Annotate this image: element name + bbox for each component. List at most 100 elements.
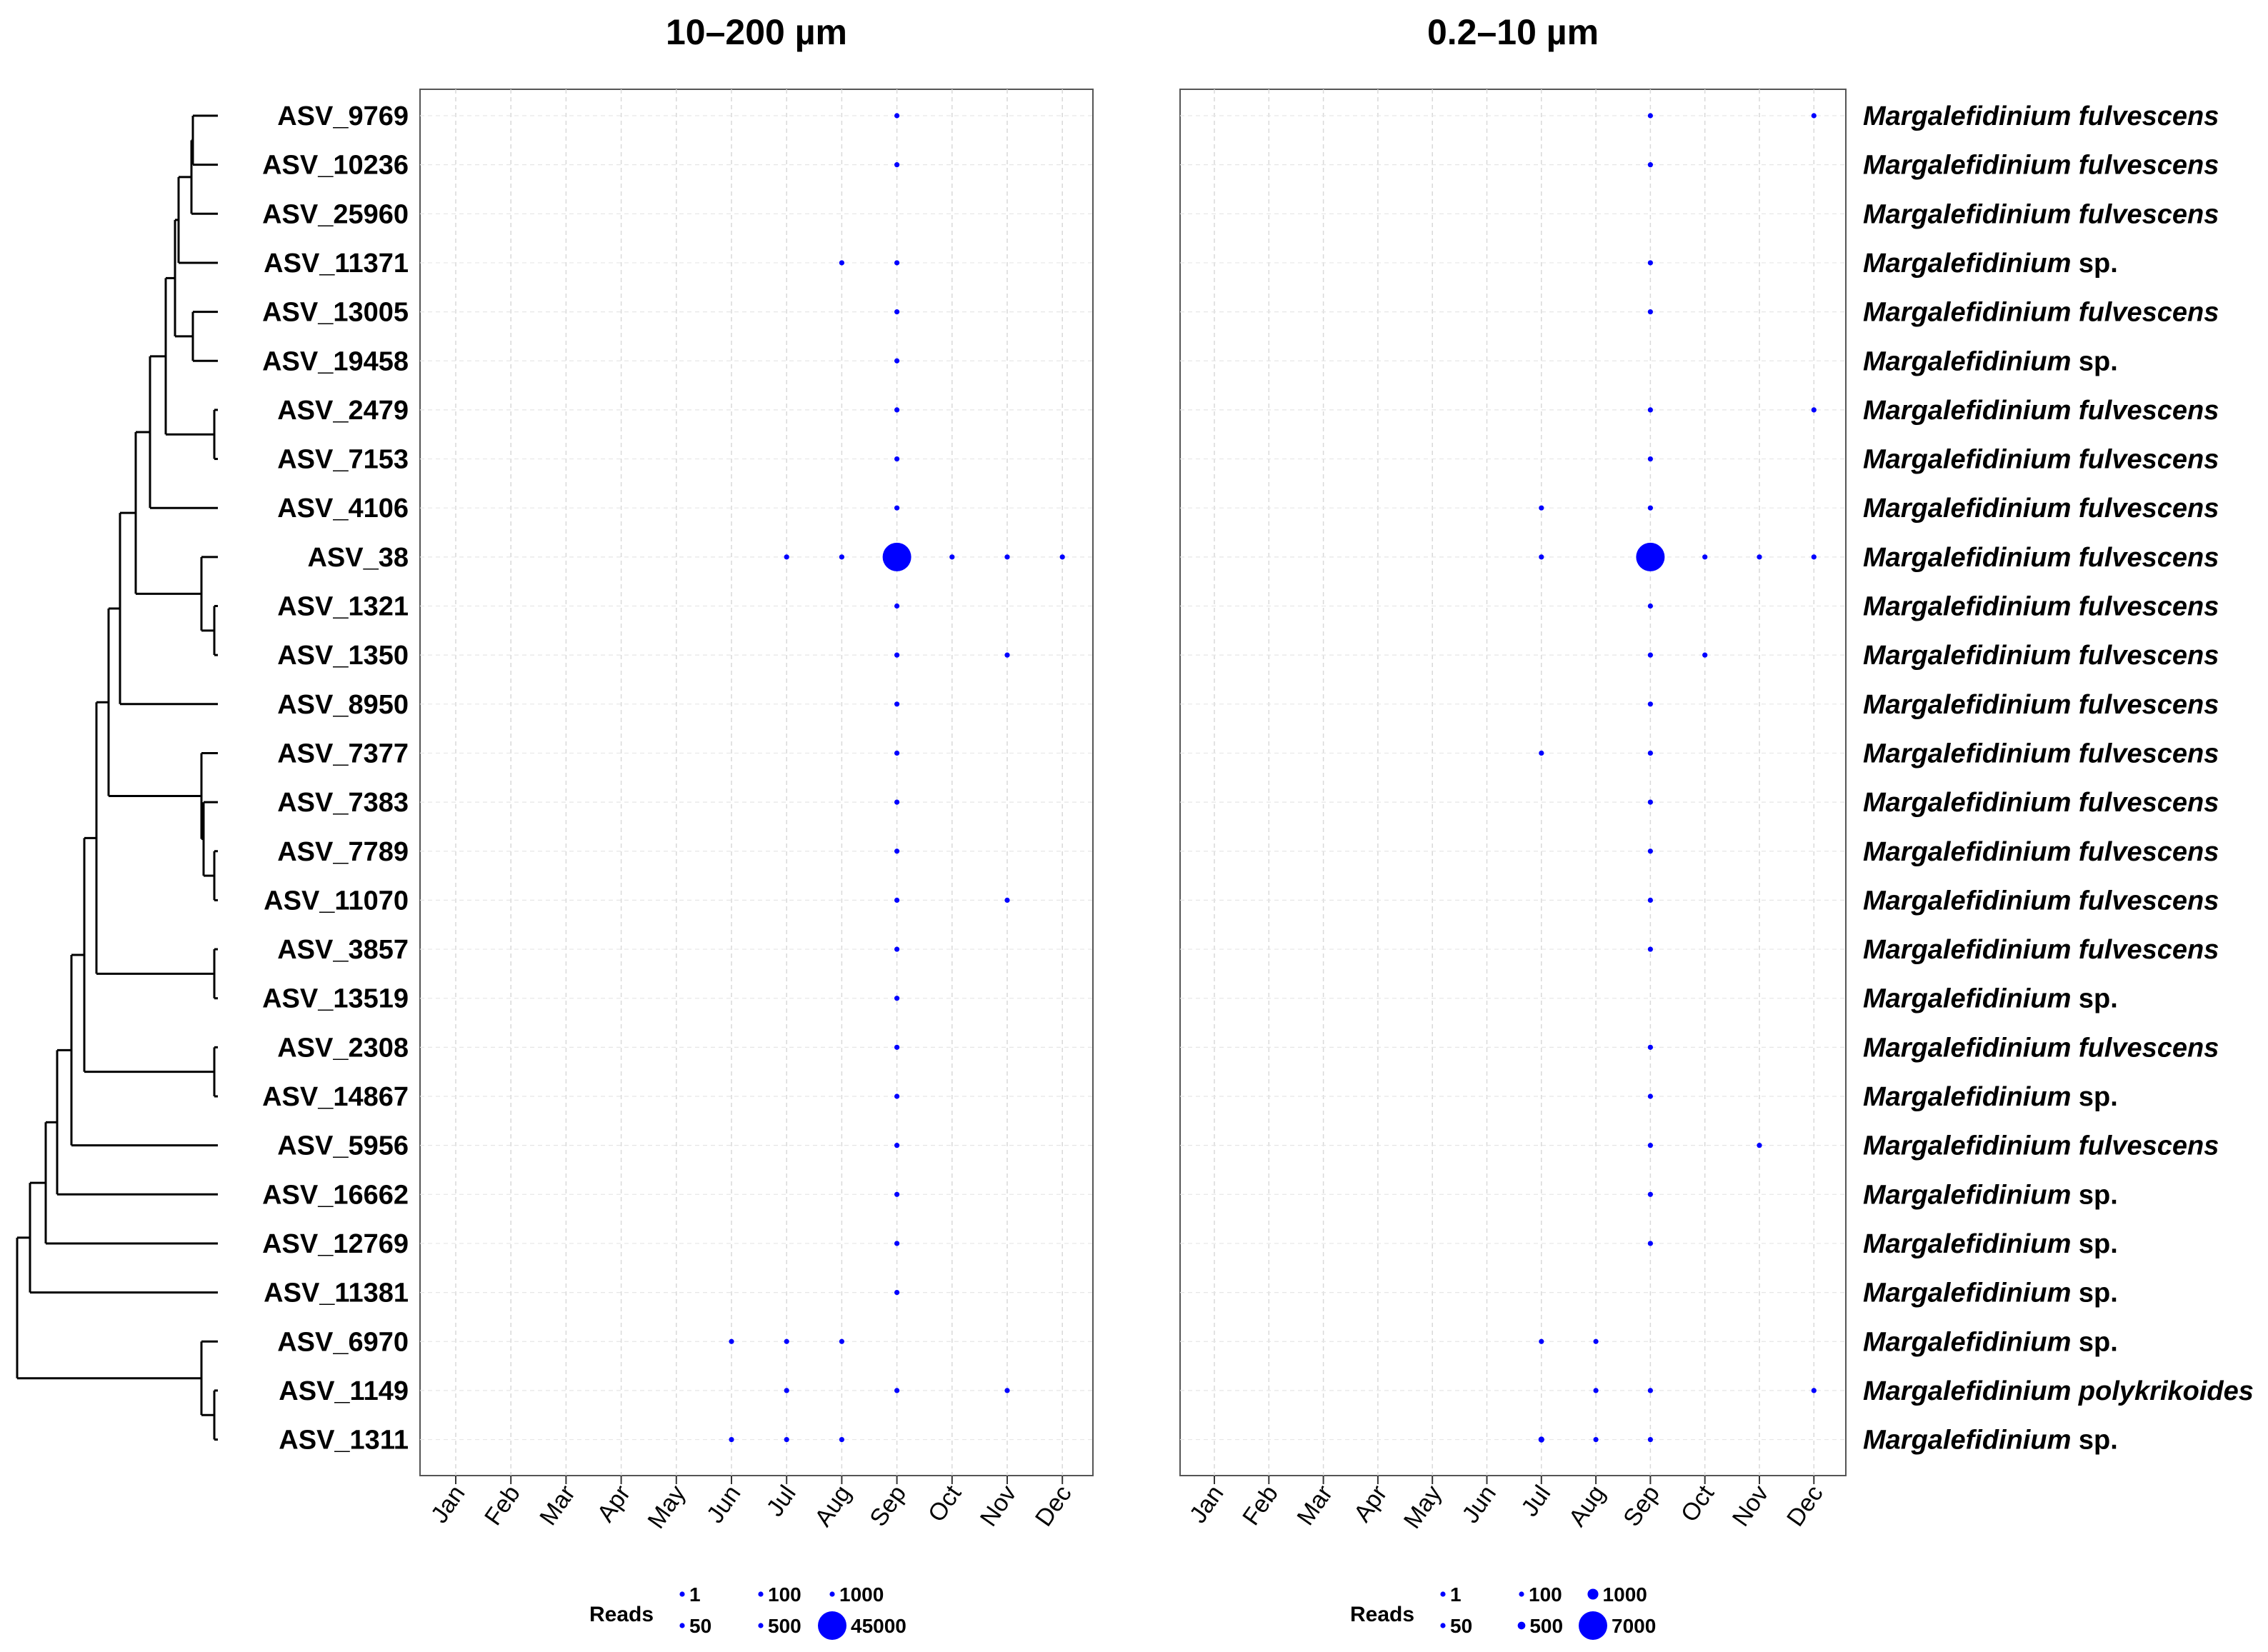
- x-tick-label-oct: Oct: [923, 1480, 967, 1527]
- legend-dot-1000: [1587, 1588, 1599, 1600]
- x-tick-label-may: May: [642, 1481, 691, 1533]
- x-tick-label-mar: Mar: [1292, 1481, 1338, 1531]
- dot-asv-7377-sep: [894, 750, 900, 756]
- asv-label-asv-7383: ASV_7383: [277, 788, 409, 818]
- legend-dot-50: [1440, 1623, 1446, 1628]
- x-tick-label-aug: Aug: [1564, 1481, 1611, 1531]
- taxon-label-4: Margalefidinium sp.: [1863, 249, 2118, 279]
- legend-dot-7000: [1579, 1611, 1607, 1640]
- legend-label-1000: 1000: [839, 1583, 884, 1606]
- legend-title: Reads: [1350, 1603, 1414, 1626]
- legend-dot-500: [1517, 1621, 1526, 1630]
- dot-asv-12769-sep: [1647, 1241, 1653, 1246]
- dot-asv-7153-sep: [894, 456, 900, 462]
- asv-label-asv-19458: ASV_19458: [262, 346, 409, 376]
- dot-asv-13519-sep: [894, 996, 900, 1001]
- x-tick-label-jan: Jan: [1184, 1481, 1229, 1528]
- taxon-label-14: Margalefidinium fulvescens: [1863, 739, 2219, 769]
- dot-asv-11371-aug: [839, 260, 844, 266]
- asv-label-asv-7377: ASV_7377: [277, 739, 409, 769]
- x-tick-label-jan: Jan: [426, 1481, 471, 1528]
- dot-asv-5956-nov: [1757, 1143, 1762, 1148]
- dot-asv-11070-sep: [1647, 897, 1653, 903]
- dot-asv-1350-oct: [1702, 652, 1708, 658]
- dot-asv-1149-dec: [1811, 1388, 1817, 1393]
- legend-label-50: 50: [1450, 1615, 1472, 1637]
- dot-asv-1311-jul: [784, 1436, 789, 1443]
- asv-label-column: ASV_9769 ASV_10236 ASV_25960 ASV_11371 ASV_1…: [262, 101, 409, 1456]
- dot-asv-6970-jul: [784, 1338, 789, 1344]
- taxon-label-5: Margalefidinium fulvescens: [1863, 298, 2219, 328]
- dot-asv-1149-jul: [784, 1388, 789, 1393]
- legend-label-100: 100: [1529, 1583, 1562, 1606]
- dot-asv-1149-aug: [1593, 1388, 1599, 1393]
- dot-asv-7153-sep: [1647, 456, 1653, 462]
- taxon-label-28: Margalefidinium sp.: [1863, 1426, 2118, 1456]
- dot-asv-14867-sep: [1647, 1093, 1653, 1099]
- dot-asv-38-oct: [1702, 554, 1708, 560]
- x-tick-label-sep: Sep: [864, 1481, 911, 1531]
- taxon-label-26: Margalefidinium sp.: [1863, 1327, 2118, 1357]
- asv-label-asv-8950: ASV_8950: [277, 690, 409, 720]
- panel-title: 0.2–10 µm: [1427, 12, 1599, 52]
- asv-label-asv-9769: ASV_9769: [277, 101, 409, 131]
- dot-asv-7383-sep: [1647, 799, 1653, 805]
- taxon-label-19: Margalefidinium sp.: [1863, 984, 2118, 1014]
- dot-asv-16662-sep: [894, 1191, 900, 1197]
- legend-dot-50: [679, 1623, 685, 1628]
- dot-asv-19458-sep: [894, 358, 900, 364]
- dot-asv-4106-sep: [1647, 505, 1653, 511]
- asv-label-asv-2479: ASV_2479: [277, 396, 409, 426]
- x-tick-label-nov: Nov: [975, 1481, 1022, 1531]
- dot-asv-11371-sep: [894, 260, 900, 266]
- dot-asv-1149-sep: [894, 1388, 900, 1393]
- dot-asv-38-jul: [1539, 554, 1544, 560]
- taxon-label-22: Margalefidinium fulvescens: [1863, 1131, 2219, 1161]
- dot-asv-8950-sep: [1647, 701, 1653, 707]
- dot-asv-7789-sep: [1647, 848, 1653, 854]
- phylogenetic-tree: [16, 114, 218, 1441]
- dot-asv-11070-nov: [1004, 897, 1010, 903]
- dot-asv-2479-sep: [894, 407, 900, 413]
- asv-label-asv-2308: ASV_2308: [277, 1033, 409, 1063]
- x-tick-label-feb: Feb: [1237, 1481, 1284, 1531]
- dot-asv-6970-jun: [729, 1338, 734, 1344]
- legend-label-1: 1: [1450, 1583, 1462, 1606]
- dot-asv-4106-jul: [1539, 505, 1544, 511]
- legend-dot-100: [758, 1591, 764, 1597]
- x-tick-label-jun: Jun: [701, 1481, 746, 1528]
- dot-asv-38-sep: [882, 542, 911, 571]
- asv-label-asv-13519: ASV_13519: [262, 984, 409, 1014]
- asv-label-asv-6970: ASV_6970: [277, 1327, 409, 1357]
- dot-asv-9769-sep: [1647, 113, 1653, 119]
- taxon-label-1: Margalefidinium fulvescens: [1863, 101, 2219, 131]
- dot-asv-7383-sep: [894, 799, 900, 805]
- dot-asv-2308-sep: [1647, 1044, 1653, 1050]
- dot-asv-1321-sep: [894, 603, 900, 609]
- dot-asv-13005-sep: [1647, 309, 1653, 315]
- asv-label-asv-25960: ASV_25960: [262, 199, 409, 229]
- dot-asv-8950-sep: [894, 701, 900, 707]
- asv-label-asv-10236: ASV_10236: [262, 151, 409, 181]
- legend-dot-45000: [818, 1611, 846, 1640]
- asv-label-asv-38: ASV_38: [307, 543, 409, 573]
- dot-asv-10236-sep: [894, 162, 900, 168]
- legend-label-1: 1: [689, 1583, 701, 1606]
- taxon-label-8: Margalefidinium fulvescens: [1863, 445, 2219, 475]
- taxon-label-18: Margalefidinium fulvescens: [1863, 935, 2219, 965]
- taxon-label-15: Margalefidinium fulvescens: [1863, 788, 2219, 818]
- asv-label-asv-14867: ASV_14867: [262, 1082, 409, 1112]
- x-tick-label-apr: Apr: [1349, 1481, 1392, 1527]
- dot-asv-1311-sep: [1647, 1436, 1653, 1443]
- taxon-label-17: Margalefidinium fulvescens: [1863, 886, 2219, 916]
- legend-dot-500: [758, 1623, 764, 1628]
- taxon-label-24: Margalefidinium sp.: [1863, 1229, 2118, 1259]
- taxon-label-21: Margalefidinium sp.: [1863, 1082, 2118, 1112]
- legend-title: Reads: [589, 1603, 654, 1626]
- dot-asv-7789-sep: [894, 848, 900, 854]
- dot-asv-2308-sep: [894, 1044, 900, 1050]
- taxon-label-2: Margalefidinium fulvescens: [1863, 151, 2219, 181]
- dot-asv-14867-sep: [894, 1093, 900, 1099]
- x-tick-label-dec: Dec: [1030, 1481, 1077, 1531]
